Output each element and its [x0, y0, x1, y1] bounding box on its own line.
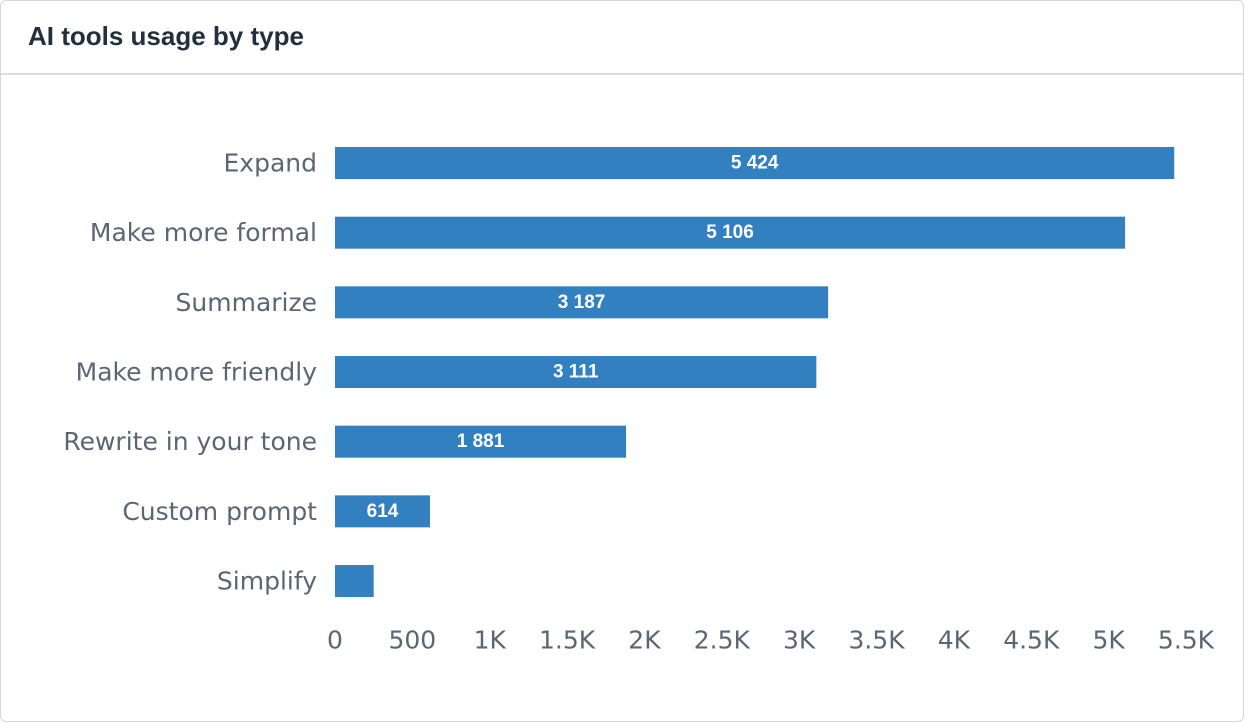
x-tick-label: 1.5K — [539, 626, 596, 655]
value-label-make-more-formal: 5 106 — [706, 222, 754, 243]
value-label-rewrite-in-your-tone: 1 881 — [457, 431, 505, 452]
value-label-summarize: 3 187 — [558, 292, 606, 313]
bar-make-more-friendly — [335, 356, 817, 389]
category-label-make-more-formal: Make more formal — [90, 218, 317, 247]
x-tick-label: 4K — [938, 626, 971, 655]
category-label-custom-prompt: Custom prompt — [122, 497, 317, 526]
x-tick-label: 2.5K — [694, 626, 751, 655]
x-tick-label: 2K — [628, 626, 661, 655]
bars-group — [335, 147, 1175, 598]
x-tick-label: 500 — [389, 626, 437, 655]
x-tick-label: 0 — [327, 626, 343, 655]
category-label-expand: Expand — [224, 149, 318, 178]
x-tick-label: 3.5K — [848, 626, 905, 655]
category-labels: Expand Make more formal Summarize Make more… — [63, 149, 317, 596]
x-tick-label: 5.5K — [1158, 626, 1215, 655]
x-tick-label: 1K — [474, 626, 507, 655]
category-label-simplify: Simplify — [217, 567, 317, 596]
card-header: AI tools usage by type — [1, 1, 1243, 75]
value-label-make-more-friendly: 3 111 — [553, 362, 599, 383]
value-label-expand: 5 424 — [731, 153, 779, 174]
x-axis-ticks: 0 500 1K 1.5K 2K 2.5K 3K 3.5K 4K 4.5K 5K 5.5K — [327, 626, 1215, 655]
bar-expand — [335, 147, 1175, 179]
bar-make-more-formal — [335, 216, 1126, 249]
bar-simplify — [335, 565, 374, 598]
value-label-custom-prompt: 614 — [367, 501, 399, 522]
x-tick-label: 5K — [1092, 626, 1125, 655]
value-labels: 5 424 5 106 3 187 3 111 1 881 614 — [367, 153, 779, 522]
x-tick-label: 4.5K — [1003, 626, 1060, 655]
bar-summarize — [335, 286, 829, 319]
x-tick-label: 3K — [783, 626, 816, 655]
card-title: AI tools usage by type — [28, 21, 304, 51]
category-label-rewrite-in-your-tone: Rewrite in your tone — [63, 427, 317, 456]
bar-custom-prompt — [335, 495, 431, 528]
category-label-summarize: Summarize — [176, 288, 317, 317]
bar-rewrite-in-your-tone — [335, 425, 627, 458]
category-label-make-more-friendly: Make more friendly — [76, 358, 318, 387]
